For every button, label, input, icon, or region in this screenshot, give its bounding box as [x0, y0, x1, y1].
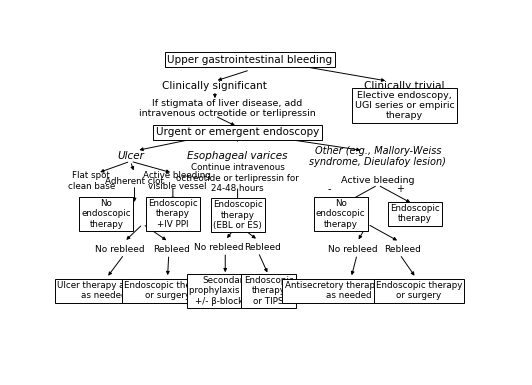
Text: No
endoscopic
therapy: No endoscopic therapy	[316, 199, 365, 229]
Text: Endoscopic therapy
or surgery: Endoscopic therapy or surgery	[376, 281, 462, 300]
Text: Endoscopic
therapy
+IV PPI: Endoscopic therapy +IV PPI	[148, 199, 198, 229]
Text: Active bleeding: Active bleeding	[341, 176, 414, 185]
Text: Flat spot
clean base: Flat spot clean base	[68, 171, 115, 191]
Text: Ulcer: Ulcer	[117, 151, 144, 161]
Text: Rebleed: Rebleed	[153, 245, 190, 254]
Text: Clinically trivial: Clinically trivial	[364, 81, 445, 91]
Text: Adherent clot: Adherent clot	[105, 177, 164, 186]
Text: Ulcer therapy and f/u
as needed: Ulcer therapy and f/u as needed	[57, 281, 150, 300]
Text: Antisecretory therapy and f/u
as needed: Antisecretory therapy and f/u as needed	[285, 281, 413, 300]
Text: Elective endoscopy,
UGI series or empiric
therapy: Elective endoscopy, UGI series or empiri…	[355, 90, 454, 121]
Text: If stigmata of liver disease, add
intravenous octreotide or terlipressin: If stigmata of liver disease, add intrav…	[139, 99, 315, 118]
Text: -: -	[328, 184, 331, 194]
Text: +: +	[396, 184, 404, 194]
Text: No rebleed: No rebleed	[328, 245, 378, 254]
Text: Continue intravenous
octreotide or terlipressin for
24-48 hours: Continue intravenous octreotide or terli…	[176, 163, 299, 193]
Text: Upper gastrointestinal bleeding: Upper gastrointestinal bleeding	[168, 55, 332, 65]
Text: No rebleed: No rebleed	[194, 243, 244, 252]
Text: Rebleed: Rebleed	[384, 245, 421, 254]
Text: Endoscopic
therapy: Endoscopic therapy	[390, 204, 440, 223]
Text: Endoscopic
therapy
or TIPS: Endoscopic therapy or TIPS	[244, 276, 294, 306]
Text: Endoscopic therapy
or surgery: Endoscopic therapy or surgery	[124, 281, 211, 300]
Text: Secondary
prophylaxis (EBL
+/- β-blocker): Secondary prophylaxis (EBL +/- β-blocker…	[189, 276, 262, 306]
Text: Esophageal varices: Esophageal varices	[187, 151, 288, 161]
Text: Rebleed: Rebleed	[244, 243, 281, 252]
Text: Other (e.g., Mallory-Weiss
syndrome, Dieulafoy lesion): Other (e.g., Mallory-Weiss syndrome, Die…	[309, 146, 446, 167]
Text: No
endoscopic
therapy: No endoscopic therapy	[82, 199, 131, 229]
Text: Endoscopic
therapy
(EBL or ES): Endoscopic therapy (EBL or ES)	[213, 200, 262, 230]
Text: Active bleeding
visible vessel: Active bleeding visible vessel	[143, 171, 211, 191]
Text: Urgent or emergent endoscopy: Urgent or emergent endoscopy	[156, 127, 319, 137]
Text: No rebleed: No rebleed	[95, 245, 145, 254]
Text: Clinically significant: Clinically significant	[162, 81, 268, 91]
